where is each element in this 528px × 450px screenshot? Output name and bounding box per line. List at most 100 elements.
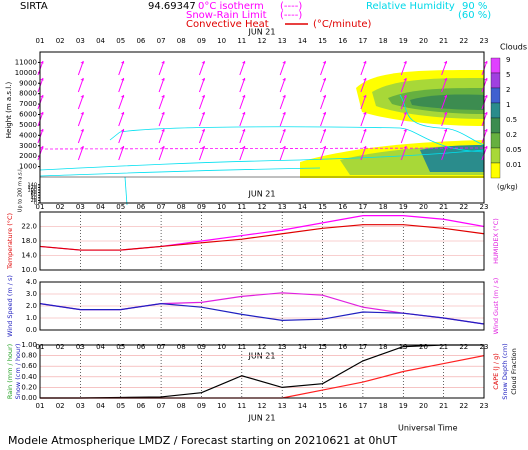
x-tick-label: 15 [318, 343, 327, 351]
wind-arrow-head [201, 112, 205, 115]
color-level [490, 72, 501, 89]
wind-arrow-head [322, 129, 327, 132]
x-tick-label: 22 [459, 203, 468, 211]
x-tick-label: 22 [459, 402, 468, 410]
x-tick-label: 23 [480, 203, 489, 211]
station: SIRTA [20, 1, 48, 12]
y-tick-label: 4000 [19, 131, 37, 139]
x-tick-label: 13 [278, 402, 287, 410]
wind-arrow-head [241, 61, 246, 64]
x-tick-label: 21 [439, 203, 448, 211]
wind-arrow [320, 94, 327, 110]
y-tick-label: 0.80 [21, 352, 37, 360]
x-tick-label: 01 [36, 203, 45, 211]
x-tick-label: 15 [318, 37, 327, 45]
wind-arrow-head [282, 61, 286, 64]
wind-arrow [239, 60, 246, 76]
wind-arrow-head [322, 78, 327, 81]
x-tick-label: 11 [237, 402, 246, 410]
x-tick-label: 10 [217, 343, 226, 351]
wind-arrow [279, 94, 286, 110]
wind-arrow-head [80, 129, 84, 132]
x-tick-label: 21 [439, 37, 448, 45]
y-tick-label: 140 [27, 182, 37, 188]
series-line [39, 224, 485, 251]
x-tick-label: 07 [157, 402, 166, 410]
wind-arrow [77, 94, 84, 110]
x-tick-label: 16 [338, 203, 347, 211]
wind-arrow-head [40, 112, 44, 115]
x-tick-label: 11 [237, 343, 246, 351]
wind-arrow-head [201, 146, 205, 149]
y-tick-label: 22.0 [21, 223, 37, 231]
x-tick-label: 18 [379, 402, 388, 410]
wind-arrow [400, 145, 407, 161]
wind-arrow-head [40, 129, 44, 132]
y-tick-label: 100 [27, 188, 37, 194]
wind-arrow [198, 60, 205, 76]
x-tick-label: 02 [56, 343, 65, 351]
x-tick-label: 11 [237, 37, 246, 45]
wind-arrow [320, 145, 327, 161]
snow-rain-legend: Snow-Rain Limit [186, 10, 267, 21]
y-tick-label: 5000 [19, 121, 37, 129]
wind-arrow-head [161, 129, 165, 132]
x-tick-label: 03 [76, 343, 85, 351]
wind-arrow [158, 94, 165, 110]
wind-arrow [400, 94, 407, 110]
y-tick-label: 1.00 [21, 341, 37, 349]
x-tick-label: 06 [136, 203, 145, 211]
wind-arrow-head [443, 95, 448, 98]
x-tick-label: 12 [258, 402, 267, 410]
x-tick-label: 23 [480, 37, 489, 45]
wind-arrow-head [241, 78, 246, 81]
wind-arrow-head [403, 95, 407, 98]
x-tick-label: 03 [76, 402, 85, 410]
color-level [490, 57, 501, 74]
wind-arrow [118, 60, 125, 76]
wind-arrow-head [161, 61, 165, 64]
x-tick-label: 05 [116, 402, 125, 410]
wind-arrow-head [403, 112, 407, 115]
wind-arrow-head [161, 78, 165, 81]
x-tick-label: 10 [217, 37, 226, 45]
wind-arrow [441, 128, 448, 144]
x-tick-label: 04 [96, 343, 105, 351]
wind-arrow-head [403, 61, 407, 64]
footer: Modele Atmospherique LMDZ / Forecast sta… [8, 434, 397, 447]
wind-arrow [360, 128, 367, 144]
x-tick-label: 08 [177, 203, 186, 211]
x-tick-label: 20 [419, 203, 428, 211]
y-tick-label: 3000 [19, 142, 37, 150]
wind-arrow-head [40, 61, 44, 64]
y-tick-label: 4.0 [26, 278, 37, 286]
wind-arrow-head [120, 78, 125, 81]
y-tick-label: 0.20 [21, 383, 37, 391]
y-tick-label: 20 [31, 198, 37, 204]
x-tick-label: 20 [419, 37, 428, 45]
y-axis-title: Height (m a.s.l.) [5, 82, 13, 139]
y-tick-label: 0.40 [21, 373, 37, 381]
x-tick-label: 05 [116, 343, 125, 351]
wind-arrow-head [443, 112, 448, 115]
x-tick-label: 03 [76, 37, 85, 45]
cloud-field [39, 70, 485, 206]
wind-arrow-head [241, 112, 246, 115]
y-axis-title: Wind Speed (m / s) [6, 275, 14, 337]
wind-arrow [118, 145, 125, 161]
wind-arrow [77, 111, 84, 127]
wind-arrow-head [322, 95, 327, 98]
y-tick-label: 0.00 [21, 394, 37, 402]
wind-arrow-head [80, 146, 84, 149]
x-tick-label: 17 [358, 203, 367, 211]
wind-arrow-head [120, 112, 125, 115]
wind-arrow [400, 60, 407, 76]
x-tick-label: 21 [439, 402, 448, 410]
wind-arrow-head [80, 61, 84, 64]
x-tick-label: 08 [177, 402, 186, 410]
y-tick-label: 40 [31, 195, 37, 201]
x-tick-label: 07 [157, 343, 166, 351]
wind-arrow [279, 60, 286, 76]
x-tick-label: 03 [76, 203, 85, 211]
wind-arrow-head [40, 95, 44, 98]
